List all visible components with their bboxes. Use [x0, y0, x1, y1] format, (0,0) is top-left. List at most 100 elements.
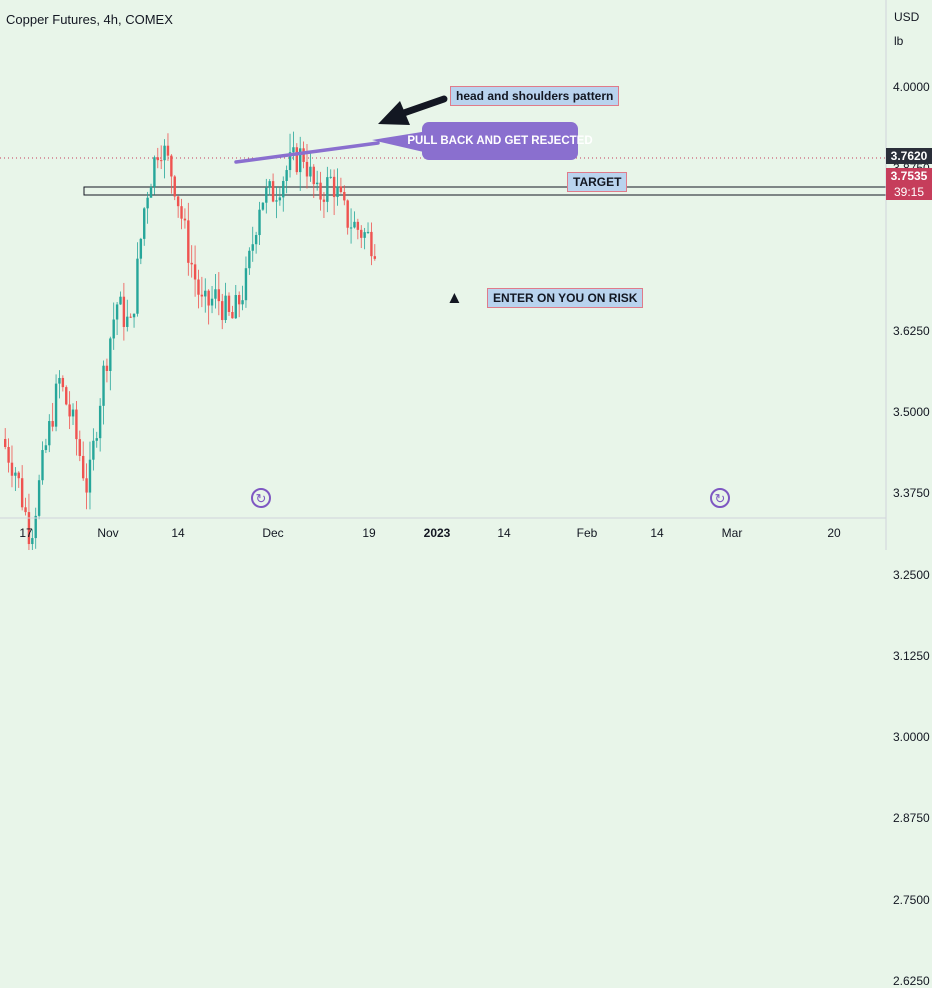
candle-body — [200, 294, 204, 297]
candle-body — [71, 409, 75, 417]
candle-body — [244, 268, 248, 301]
candle-body — [339, 186, 343, 192]
pattern-label[interactable]: head and shoulders pattern — [450, 86, 620, 106]
candle-body — [61, 377, 65, 388]
candle-body — [227, 295, 231, 312]
candle-body — [14, 472, 17, 476]
candle-body — [143, 208, 146, 239]
candle-body — [156, 157, 159, 161]
candle-body — [78, 439, 81, 456]
candle-body — [217, 289, 221, 302]
candle-body — [360, 229, 363, 238]
candle-body — [166, 145, 170, 156]
candle-body — [299, 148, 302, 173]
candle-body — [356, 221, 360, 230]
countdown-timer: 39:15 — [893, 185, 925, 199]
candle-body — [159, 160, 163, 162]
x-tick-label: 14 — [497, 526, 511, 540]
candle-body — [251, 244, 254, 251]
candle-body — [20, 478, 24, 508]
chart-title: Copper Futures, 4h, COMEX — [6, 12, 173, 27]
candle-body — [265, 187, 268, 203]
risk-label[interactable]: ENTER ON YOU ON RISK — [487, 288, 644, 308]
x-tick-label: 17 — [19, 526, 33, 540]
candle-body — [309, 166, 312, 177]
candle-body — [343, 191, 346, 201]
candle-body — [231, 311, 234, 319]
candle-body — [31, 538, 34, 545]
candle-body — [295, 147, 299, 173]
candle-body — [109, 338, 112, 371]
candle-body — [10, 462, 14, 476]
candle-body — [315, 182, 319, 185]
candle-body — [34, 515, 37, 539]
candle-body — [95, 438, 98, 441]
y-tick-label: 4.0000 — [893, 80, 930, 94]
candle-body — [173, 176, 176, 197]
candle-body — [322, 199, 326, 202]
candle-body — [136, 258, 139, 314]
candle-body — [48, 421, 51, 446]
candle-body — [41, 450, 44, 481]
candle-body — [81, 455, 85, 479]
candle-body — [224, 295, 227, 321]
candle-body — [153, 157, 156, 187]
price-chart[interactable] — [0, 0, 932, 550]
candle-body — [54, 383, 58, 427]
candle-body — [37, 480, 41, 516]
x-tick-label: Feb — [576, 526, 598, 540]
candle-body — [302, 148, 305, 162]
candle-body — [210, 298, 214, 306]
candle-body — [254, 235, 258, 245]
candle-body — [27, 512, 31, 545]
candle-body — [204, 290, 207, 297]
candle-body — [363, 232, 366, 238]
y-tick-label: 2.7500 — [893, 892, 930, 907]
candle-body — [180, 206, 183, 219]
y-tick-label: 3.6250 — [893, 323, 930, 338]
x-tick-label: 2023 — [423, 526, 451, 540]
candle-body — [221, 301, 224, 321]
replay-icon[interactable]: ↻ — [710, 488, 730, 508]
candle-body — [132, 313, 136, 318]
target-zone-box — [83, 186, 887, 196]
candle-body — [58, 377, 61, 384]
replay-icon[interactable]: ↻ — [251, 488, 271, 508]
candle-body — [51, 421, 54, 427]
x-tick-label: Dec — [262, 526, 284, 540]
target-label[interactable]: TARGET — [567, 172, 628, 192]
candle-body — [268, 181, 271, 188]
y-tick-label: 3.5000 — [893, 405, 930, 419]
x-tick-label: Mar — [721, 526, 743, 540]
pullback-callout[interactable]: PULL BACK AND GET REJECTED — [407, 122, 593, 160]
candle-body — [319, 182, 322, 200]
candle-body — [119, 296, 122, 305]
candle-body — [288, 152, 292, 171]
candle-body — [271, 181, 275, 202]
warning-icon[interactable]: ▲ — [446, 288, 463, 307]
candle-body — [312, 166, 315, 185]
candle-body — [349, 227, 353, 229]
callout-pointer — [372, 131, 428, 153]
candle-body — [187, 220, 190, 263]
candle-body — [44, 445, 48, 451]
x-tick-label: 19 — [362, 526, 376, 540]
candle-body — [285, 170, 288, 181]
candle-body — [163, 145, 166, 161]
candle-body — [197, 279, 200, 295]
candle-body — [92, 440, 95, 460]
candle-body — [305, 161, 309, 177]
candle-body — [183, 218, 187, 221]
y-tick-label: 3.0000 — [893, 730, 930, 744]
candles — [4, 131, 377, 550]
candle-body — [248, 250, 251, 269]
candle-body — [4, 439, 7, 447]
candle-body — [278, 197, 282, 201]
candle-body — [366, 231, 370, 233]
candle-body — [105, 365, 109, 371]
candle-body — [176, 196, 180, 207]
x-tick-label: 20 — [827, 526, 841, 540]
y-tick-label: 2.8750 — [893, 811, 930, 826]
candle-body — [261, 202, 265, 210]
candle-body — [241, 300, 244, 305]
